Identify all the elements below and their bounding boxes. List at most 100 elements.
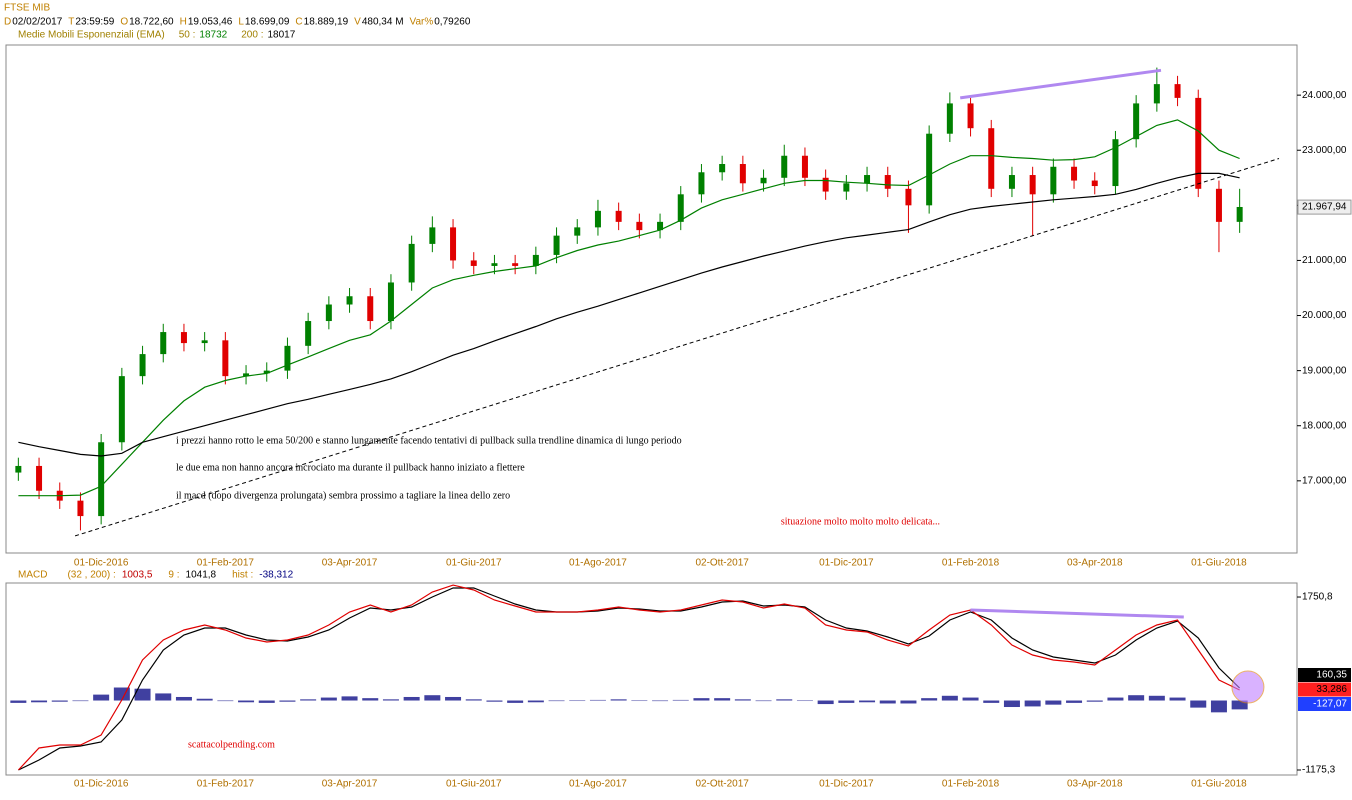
chart-title: FTSE MIB <box>4 3 50 14</box>
hist-bar <box>796 700 813 702</box>
candle-body <box>988 128 995 189</box>
hist-bar <box>1003 700 1020 708</box>
hist-bar <box>983 700 1000 703</box>
annotation: il macd (dopo divergenza prolungata) sem… <box>176 490 510 501</box>
field-label: O <box>120 17 128 28</box>
x-tick-label: 01-Giu-2018 <box>1191 558 1247 569</box>
candle-body <box>946 103 953 134</box>
hist-bar <box>941 695 958 701</box>
x-tick-label: 01-Giu-2018 <box>1191 779 1247 790</box>
candle-body <box>1174 84 1181 98</box>
hist-bar <box>31 700 48 703</box>
macd-title: MACD <box>18 570 47 581</box>
candle-body <box>553 235 560 255</box>
y-tick-label: 19.000,00 <box>1302 365 1347 376</box>
field-value: 18.722,60 <box>129 17 174 28</box>
candle-body <box>1071 166 1078 181</box>
hist-bar <box>217 700 234 702</box>
candle-body <box>180 332 187 344</box>
field-value: 18.699,09 <box>245 17 290 28</box>
candle-body <box>884 175 891 189</box>
hist-bar <box>921 698 938 701</box>
candle-body <box>305 321 312 346</box>
candle-body <box>719 164 726 173</box>
candle-body <box>1008 175 1015 189</box>
series-line <box>18 119 1240 497</box>
candle-body <box>781 155 788 178</box>
candle-body <box>36 465 43 491</box>
hist-bar <box>10 700 27 703</box>
x-tick-label: 01-Dic-2017 <box>819 558 874 569</box>
y-tick-label: 18.000,00 <box>1302 420 1347 431</box>
candle-body <box>77 500 84 517</box>
field-value: 23:59:59 <box>75 17 114 28</box>
badge-label: 160,35 <box>1316 670 1347 681</box>
hist-bar <box>113 687 130 701</box>
last-price-label: 21.967,94 <box>1302 202 1347 213</box>
x-tick-label: 03-Apr-2017 <box>322 558 378 569</box>
hist-bar <box>424 695 441 701</box>
y-tick-label: 24.000,00 <box>1302 90 1347 101</box>
hist-bar <box>548 700 565 702</box>
hist-bar <box>1190 700 1207 708</box>
hist-bar <box>734 699 751 701</box>
hist-bar <box>610 699 627 701</box>
hist-bar <box>362 698 379 701</box>
candle-body <box>1236 206 1243 222</box>
x-tick-label: 01-Ago-2017 <box>569 779 627 790</box>
candle-body <box>346 296 353 305</box>
x-tick-label: 01-Feb-2018 <box>942 558 1000 569</box>
field-label: L <box>238 17 244 28</box>
x-tick-label: 03-Apr-2018 <box>1067 558 1123 569</box>
candle-body <box>1029 175 1036 195</box>
candle-body <box>160 332 167 355</box>
annotation-line <box>74 158 1280 537</box>
hist-bar <box>1024 700 1041 707</box>
annotation: situazione molto molto molto delicata... <box>781 516 940 527</box>
candle-body <box>139 354 146 377</box>
candle-body <box>1153 84 1160 104</box>
hist-bar <box>1045 700 1062 705</box>
field-value: 480,34 M <box>362 17 404 28</box>
candle-body <box>98 442 105 517</box>
highlight-circle <box>1231 670 1265 704</box>
hist-bar <box>569 700 586 702</box>
candle-body <box>243 373 250 377</box>
candle-body <box>760 177 767 184</box>
candle-body <box>470 260 477 266</box>
candle-body <box>325 304 332 322</box>
candle-body <box>574 227 581 236</box>
ema-label: Medie Mobili Esponenziali (EMA) <box>18 30 165 41</box>
candle-body <box>905 188 912 206</box>
badge-box <box>1298 697 1351 711</box>
candle-body <box>1091 180 1098 187</box>
hist-bar <box>1107 697 1124 701</box>
hist-bar <box>589 699 606 701</box>
macd-frame <box>5 582 1298 776</box>
x-tick-label: 01-Dic-2017 <box>819 779 874 790</box>
x-tick-label: 03-Apr-2018 <box>1067 779 1123 790</box>
candle-body <box>594 210 601 228</box>
series-line <box>18 172 1240 457</box>
field-value: 19.053,46 <box>188 17 233 28</box>
hist-bar <box>341 696 358 701</box>
candle-body <box>387 282 394 322</box>
y-tick-label: 21.000,00 <box>1302 255 1347 266</box>
hist-bar <box>1231 700 1248 710</box>
candle-body <box>367 296 374 322</box>
candle-body <box>636 221 643 231</box>
hist-bar <box>776 699 793 701</box>
hist-bar <box>300 699 317 701</box>
candle-body <box>843 183 850 192</box>
candle-body <box>926 133 933 206</box>
hist-bar <box>631 700 648 702</box>
hist-bar <box>507 700 524 703</box>
y-tick-label: 20.000,00 <box>1302 310 1347 321</box>
hist-bar <box>134 688 151 701</box>
field-label: C <box>295 17 302 28</box>
candle-body <box>967 103 974 129</box>
series-line <box>17 584 1240 771</box>
hist-bar <box>175 696 192 701</box>
candle-body <box>201 340 208 344</box>
